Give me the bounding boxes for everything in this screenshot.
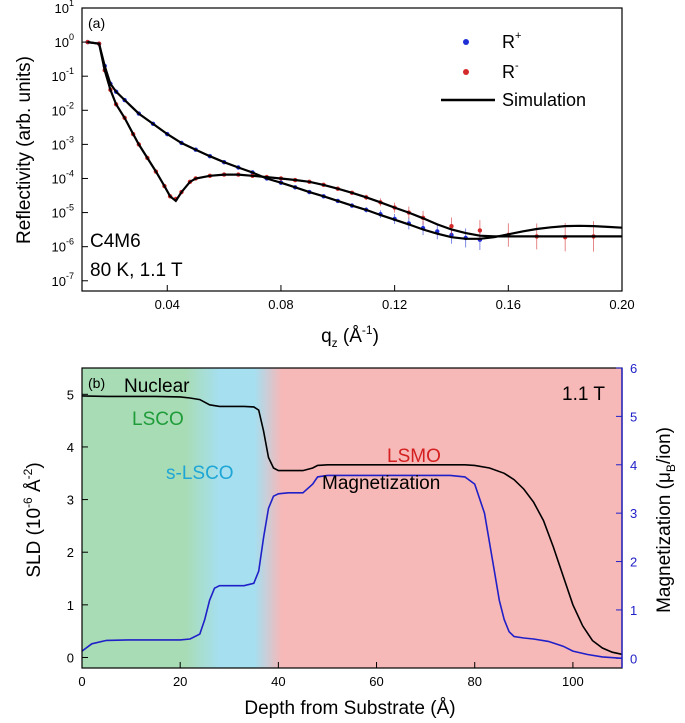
panel-b-region-background bbox=[82, 368, 622, 668]
y-tick-label: 10-5 bbox=[52, 203, 74, 221]
x-tick-label: 0.12 bbox=[382, 297, 407, 312]
series-label-nuclear: Nuclear bbox=[124, 376, 190, 397]
x-tick-label: 100 bbox=[562, 674, 584, 689]
region-label-s-lsco: s-LSCO bbox=[166, 463, 234, 484]
panel-a-x-axis-title: qz (Å-1) bbox=[321, 323, 379, 350]
series-label-magnetization: Magnetization bbox=[322, 473, 440, 494]
y-tick-label-left: 1 bbox=[67, 598, 74, 613]
x-tick-label: 20 bbox=[173, 674, 187, 689]
region-label-lsco: LSCO bbox=[132, 409, 184, 430]
panel-a-frame bbox=[81, 7, 623, 292]
panel-a-data-layer bbox=[85, 39, 623, 252]
y-tick-label-right: 1 bbox=[630, 603, 637, 618]
panel-b-right-y-ticks: 0 1 2 3 4 5 6 bbox=[616, 361, 637, 668]
data-point bbox=[477, 228, 483, 233]
annotation-sample: C4M6 bbox=[90, 231, 141, 252]
panel-b-label: (b) bbox=[88, 375, 105, 391]
panel-a-label: (a) bbox=[88, 15, 105, 31]
region-label-lsmo: LSMO bbox=[387, 446, 441, 467]
y-tick-label: 10-1 bbox=[52, 66, 74, 84]
panel-a-y-axis-title: Reflectivity (arb. units) bbox=[14, 56, 35, 244]
simulation-line-3 bbox=[87, 41, 622, 238]
y-tick-label-right: 3 bbox=[630, 506, 637, 521]
y-tick-label: 101 bbox=[55, 0, 74, 16]
panel-b-x-axis-title: Depth from Substrate (Å) bbox=[244, 698, 455, 719]
annotation-conditions: 80 K, 1.1 T bbox=[90, 260, 183, 281]
y-tick-label: 100 bbox=[55, 32, 74, 50]
y-tick-label: 10-6 bbox=[52, 237, 74, 255]
y-tick-label: 10-2 bbox=[52, 100, 74, 118]
y-tick-label-right: 0 bbox=[630, 651, 637, 666]
y-tick-label-right: 4 bbox=[630, 458, 637, 473]
panel-a-y-ticks: 101 100 10-1 10-2 10-3 10-4 10-5 10-6 10-7 bbox=[52, 0, 88, 289]
series-line-magnetization bbox=[81, 474, 623, 660]
data-point bbox=[449, 223, 454, 229]
x-tick-label: 0.16 bbox=[496, 297, 521, 312]
legend-label-simulation: Simulation bbox=[502, 90, 586, 110]
x-tick-label: 60 bbox=[369, 674, 383, 689]
y-tick-label-left: 4 bbox=[67, 440, 74, 455]
y-tick-label-right: 6 bbox=[630, 361, 637, 376]
series-line-nuclear bbox=[81, 395, 623, 656]
legend-marker-r-minus bbox=[463, 69, 469, 75]
panel-a-x-ticks: 0.04 0.08 0.12 0.16 0.20 bbox=[155, 285, 635, 312]
field-label: 1.1 T bbox=[562, 384, 605, 405]
x-tick-label: 80 bbox=[467, 674, 481, 689]
legend-label-r-plus: R+ bbox=[502, 30, 521, 52]
y-tick-label-left: 5 bbox=[67, 387, 74, 402]
series-r-minus bbox=[85, 39, 596, 252]
y-tick-label-right: 5 bbox=[630, 409, 637, 424]
panel-a-legend: R+ R- Simulation bbox=[441, 30, 586, 110]
x-tick-label: 40 bbox=[271, 674, 285, 689]
panel-b-left-y-ticks: 0 1 2 3 4 5 bbox=[67, 387, 88, 665]
panel-a-annotation: C4M6 80 K, 1.1 T bbox=[90, 231, 183, 281]
legend-label-r-minus: R- bbox=[502, 60, 519, 82]
simulation-line-2 bbox=[87, 41, 623, 240]
panel-b-x-ticks: 0 20 40 60 80 100 bbox=[78, 662, 584, 689]
panel-b-right-y-axis-title: Magnetization (μB/ion) bbox=[654, 427, 678, 613]
y-tick-label-left: 2 bbox=[67, 545, 74, 560]
y-tick-label: 10-3 bbox=[52, 134, 74, 152]
y-tick-label: 10-7 bbox=[52, 271, 74, 289]
y-tick-label: 10-4 bbox=[52, 168, 74, 186]
legend-marker-r-plus bbox=[463, 39, 469, 45]
y-tick-label-left: 0 bbox=[67, 650, 74, 665]
x-tick-label: 0.04 bbox=[155, 297, 180, 312]
y-tick-label-right: 2 bbox=[630, 555, 637, 570]
y-tick-label-left: 3 bbox=[67, 493, 74, 508]
panel-a-reflectivity: 0.04 0.08 0.12 0.16 0.20 10110010-110-210-31… bbox=[14, 0, 635, 350]
x-tick-label: 0.08 bbox=[268, 297, 293, 312]
x-tick-label: 0.20 bbox=[609, 297, 634, 312]
panel-b-left-y-axis-title: SLD (10-6 Å-2) bbox=[21, 462, 45, 577]
panel-b-data-layer bbox=[81, 395, 623, 660]
x-tick-label: 0 bbox=[78, 674, 85, 689]
